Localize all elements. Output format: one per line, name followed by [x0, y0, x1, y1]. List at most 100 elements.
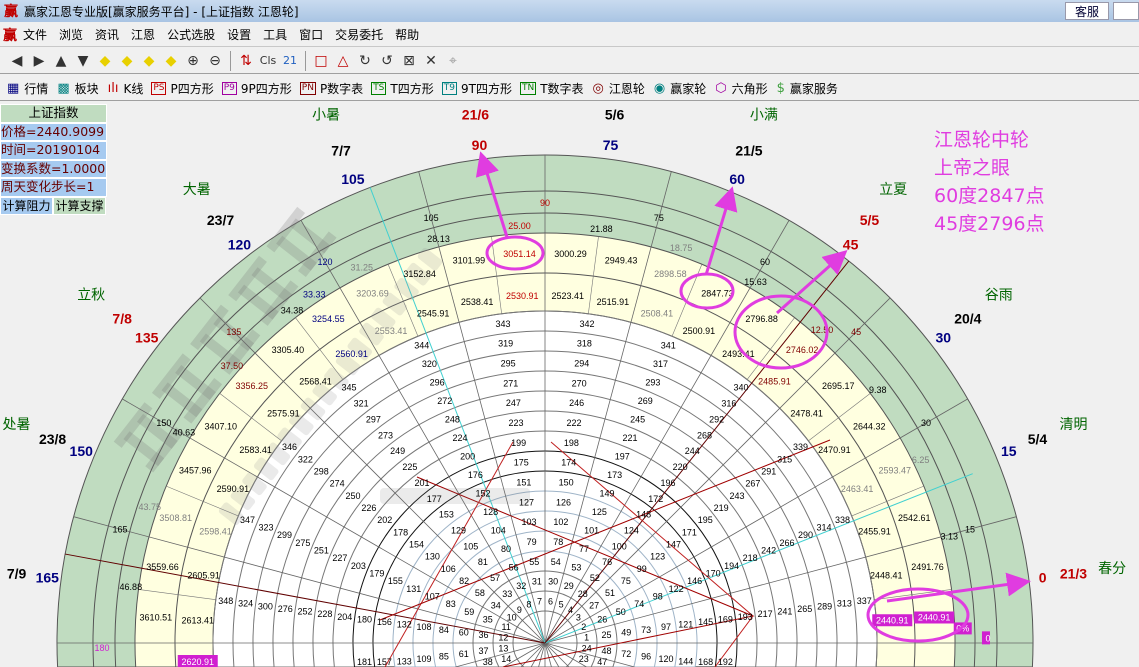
square-number: 52: [590, 573, 600, 583]
square-number: 246: [569, 398, 584, 408]
zoom-in-icon[interactable]: ⊕: [187, 52, 199, 69]
menu-item[interactable]: 帮助: [395, 28, 420, 42]
toolbar-item-5[interactable]: PN P数字表: [299, 80, 363, 97]
arrow-right-icon[interactable]: ▶: [33, 52, 45, 69]
menu-item[interactable]: 公式选股: [167, 28, 216, 42]
toolbar-item-1[interactable]: ▩ 板块: [56, 80, 98, 97]
watermark-stroke: [259, 280, 299, 326]
arrow-down-icon[interactable]: ▼: [77, 52, 89, 69]
square-number: 36: [479, 630, 489, 640]
square-number: 340: [734, 383, 749, 393]
rotate-ccw-icon[interactable]: ↺: [381, 52, 393, 69]
spoke-line: [544, 642, 635, 667]
square-number: 196: [660, 478, 675, 488]
sort-icon[interactable]: ⇅: [240, 52, 252, 69]
menu-item[interactable]: 江恩: [131, 28, 156, 42]
arrow-left-icon[interactable]: ◀: [11, 52, 23, 69]
toolbar-item-6[interactable]: TS T四方形: [371, 80, 434, 97]
price-inner-label: 2553.41: [375, 326, 408, 336]
menu-item[interactable]: 文件: [23, 28, 48, 42]
price-outer-label: 3000.29: [554, 249, 587, 259]
rotate-cw-icon[interactable]: ↻: [359, 52, 371, 69]
toolbar-item-2[interactable]: ılı K线: [107, 80, 144, 97]
square-number: 125: [592, 507, 607, 517]
percent-label: 15.63: [744, 277, 767, 287]
toolbar-item-10[interactable]: ◉ 赢家轮: [653, 80, 706, 97]
menu-item[interactable]: 交易委托: [335, 28, 384, 42]
step-value[interactable]: 周天变化步长=1: [0, 178, 107, 197]
square-number: 174: [561, 458, 576, 468]
calc-support-button[interactable]: 计算支撑: [53, 196, 106, 215]
annotation-arrow: [475, 151, 509, 238]
diamond-left-icon[interactable]: ◆: [99, 52, 111, 69]
diamond-down-icon[interactable]: ◆: [165, 52, 177, 69]
toolbar-item-4[interactable]: P9 9P四方形: [221, 80, 292, 97]
menu-item[interactable]: 浏览: [59, 28, 84, 42]
square-number: 289: [817, 601, 832, 611]
square-number: 194: [724, 561, 739, 571]
toolbar-item-3[interactable]: PS P四方形: [151, 80, 214, 97]
watermark-stroke: [406, 262, 431, 286]
square-number: 251: [314, 546, 329, 556]
fit-icon[interactable]: ⊠: [403, 52, 415, 69]
watermark-stroke: [218, 502, 244, 526]
diamond-up-icon[interactable]: ◆: [143, 52, 155, 69]
menu-item[interactable]: 窗口: [299, 28, 324, 42]
degree-ring-label: 165: [112, 524, 127, 534]
price-inner-label: 2575.91: [267, 409, 300, 419]
shrink-icon[interactable]: ✕: [425, 52, 437, 69]
price-value[interactable]: 价格=2440.9099: [0, 122, 107, 141]
toolbar-item-0[interactable]: ▦ 行情: [6, 80, 48, 97]
cls-icon[interactable]: Cls: [259, 54, 277, 67]
square-number: 53: [571, 562, 581, 572]
square-number: 178: [393, 527, 408, 537]
square-number: 61: [459, 649, 469, 659]
square-number: 25: [601, 630, 611, 640]
spoke-line: [544, 171, 672, 644]
menu-item[interactable]: 工具: [263, 28, 288, 42]
square-number: 220: [673, 462, 688, 472]
price-inner-label: 2530.91: [506, 291, 539, 301]
square-number: 323: [258, 523, 273, 533]
square-number: 121: [678, 620, 693, 630]
solar-term-label: 大暑: [183, 181, 211, 197]
square-number: 181: [357, 657, 372, 667]
price-outer-label: 2796.88: [745, 314, 778, 324]
spoke-line: [544, 516, 1017, 644]
price-inner-label: 2598.41: [199, 526, 232, 536]
toolbar-item-8[interactable]: TN T数字表: [519, 80, 584, 97]
square-number: 300: [258, 601, 273, 611]
arrow-up-icon[interactable]: ▲: [55, 52, 67, 69]
toolbar-label: 9P四方形: [240, 81, 292, 96]
calc-resistance-button[interactable]: 计算阻力: [0, 196, 53, 215]
square-number: 347: [240, 515, 255, 525]
date-label: 21/6: [462, 106, 489, 122]
square-number: 200: [460, 452, 475, 462]
square-number: 11: [502, 622, 511, 632]
pin-icon[interactable]: ⌖: [449, 52, 457, 69]
price-outer-label: 3254.55: [312, 314, 345, 324]
rectangle-icon[interactable]: □: [314, 52, 328, 69]
toolbar-item-9[interactable]: ◎ 江恩轮: [592, 80, 645, 97]
time-value[interactable]: 时间=20190104: [0, 141, 107, 160]
zoom-out-icon[interactable]: ⊖: [209, 52, 221, 69]
spoke-line: [219, 393, 282, 442]
toolbar-item-12[interactable]: $ 赢家服务: [776, 80, 838, 97]
calendar-icon[interactable]: 21: [283, 54, 297, 67]
annotation-ellipse: [866, 587, 970, 643]
toolbar-item-7[interactable]: T9 9T四方形: [441, 80, 512, 97]
service-button[interactable]: 客服: [1065, 2, 1109, 20]
titlebar-button[interactable]: [1113, 2, 1139, 20]
menu-item[interactable]: 资讯: [95, 28, 120, 42]
triangle-icon[interactable]: △: [337, 52, 349, 69]
square-number: 276: [278, 604, 293, 614]
factor-value[interactable]: 变换系数=1.000000: [0, 159, 107, 178]
toolbar-item-11[interactable]: ⬡ 六角形: [714, 80, 767, 97]
square-number: 173: [607, 470, 622, 480]
menu-item[interactable]: 设置: [227, 28, 252, 42]
square-number: 319: [498, 339, 513, 349]
gann-wheel-chart[interactable]: 1 2 3 4 5 6 7 8 9 10 11 12 13 14 23 24 25 26 27 28 29 30 31 32 3…: [0, 100, 1139, 667]
degree-ring-label: 15: [965, 524, 975, 534]
diamond-right-icon[interactable]: ◆: [121, 52, 133, 69]
